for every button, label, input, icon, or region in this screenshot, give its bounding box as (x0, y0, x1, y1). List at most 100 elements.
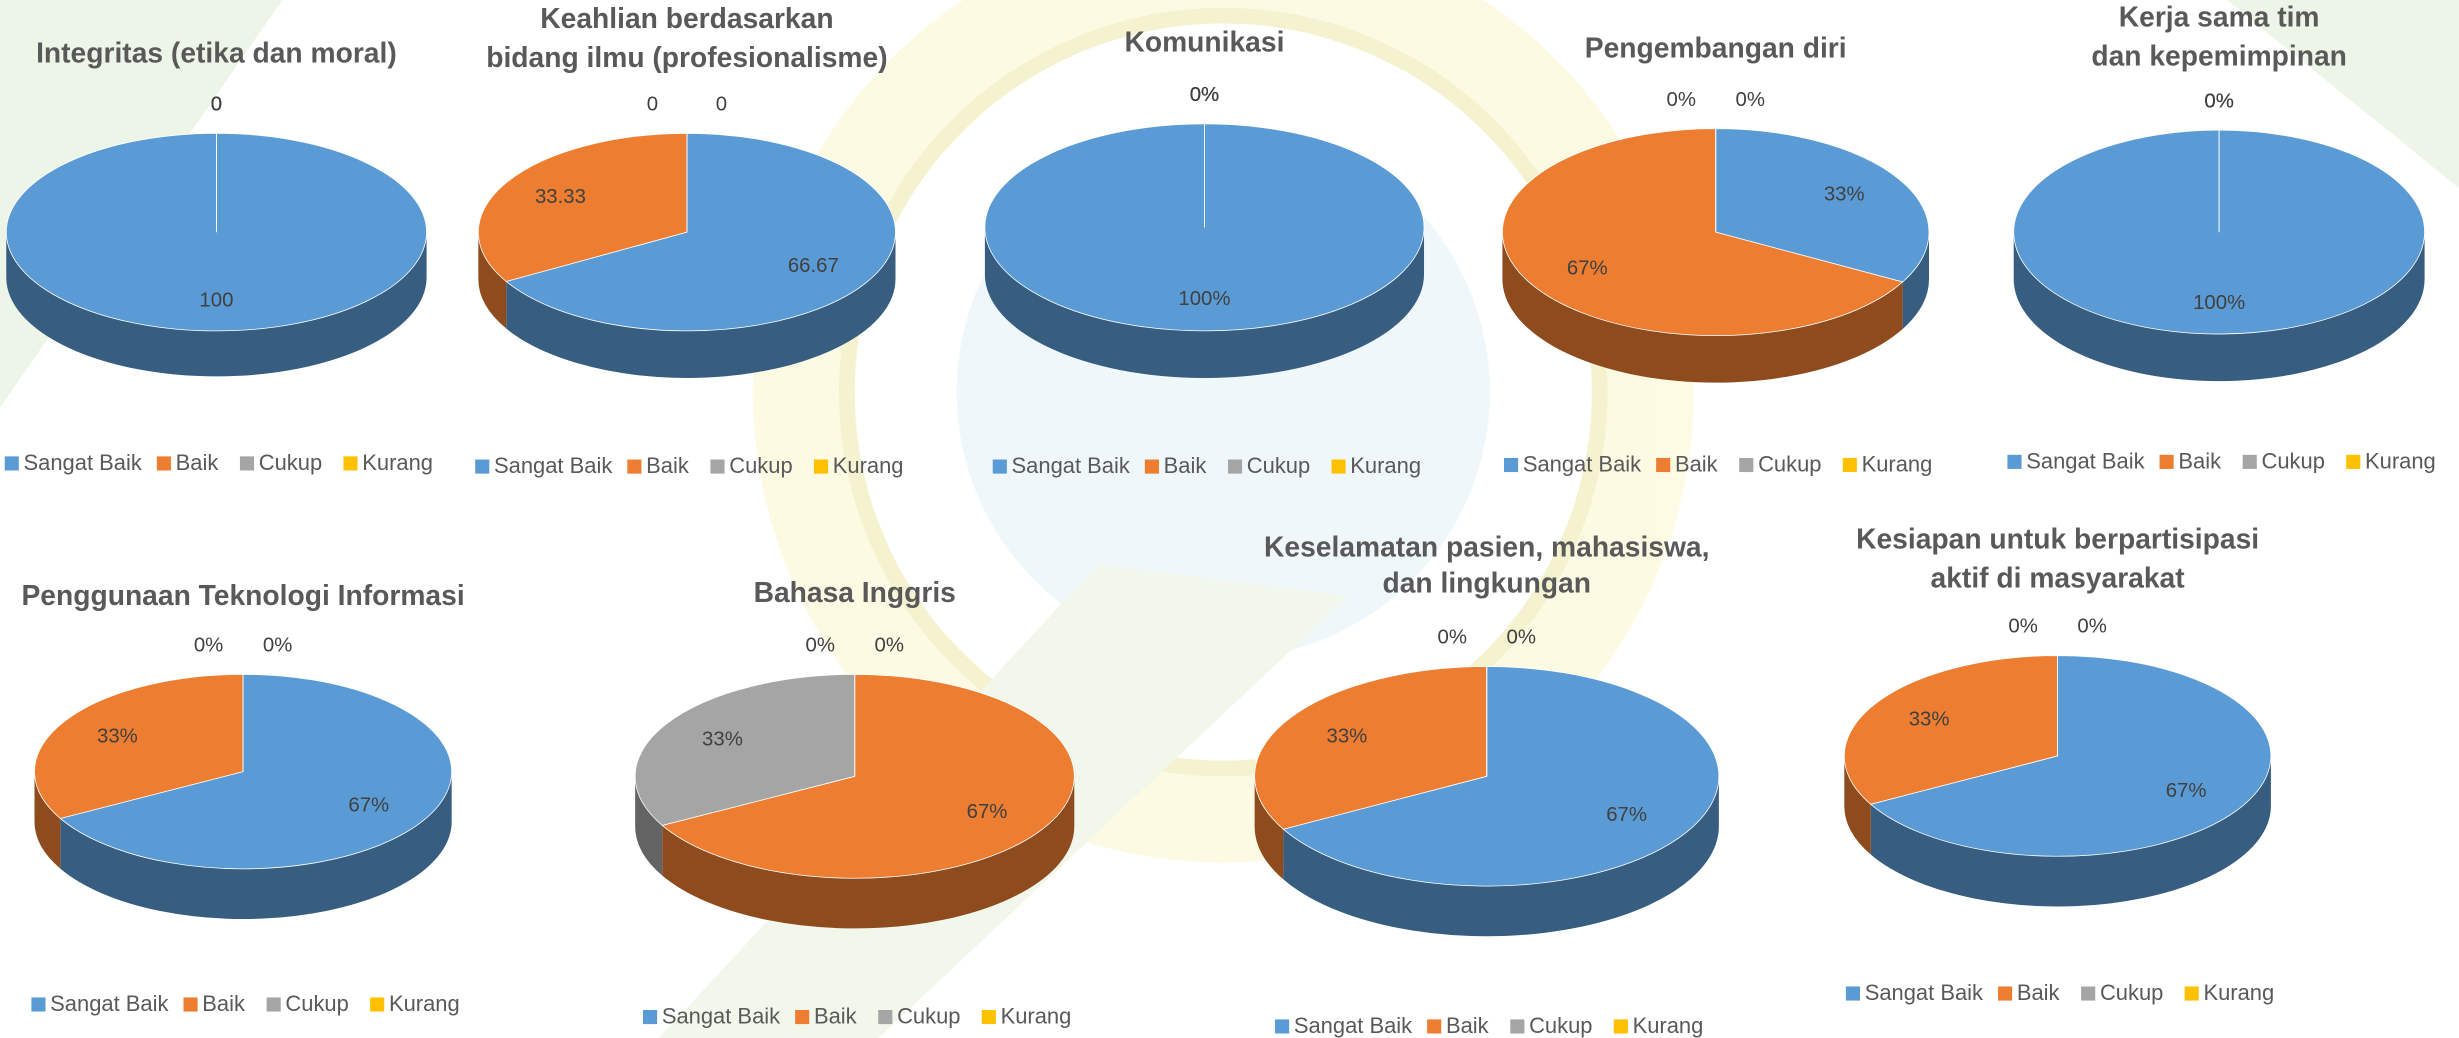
legend-label: Baik (202, 991, 245, 1016)
chart-title: Kerja sama tim (2119, 0, 2320, 32)
legend-label: Sangat Baik (662, 1004, 780, 1029)
legend-swatch (2185, 986, 2199, 1000)
legend-label: Sangat Baik (24, 450, 142, 475)
data-label: 0 (647, 93, 658, 115)
data-label: 100% (2193, 292, 2245, 314)
data-label: 33% (97, 725, 138, 747)
legend-swatch (1656, 458, 1670, 472)
legend-swatch (157, 456, 171, 470)
legend-label: Baik (1446, 1013, 1489, 1038)
data-label: 0% (805, 635, 834, 657)
data-label: 67% (2166, 780, 2207, 802)
legend-swatch (878, 1010, 892, 1024)
legend-swatch (343, 456, 357, 470)
data-label: 33% (702, 728, 743, 750)
legend-label: Cukup (259, 450, 322, 475)
data-label: 0% (1735, 89, 1764, 111)
legend-label: Baik (646, 453, 689, 478)
legend-label: Kurang (389, 991, 460, 1016)
chart-title: Integritas (etika dan moral) (36, 36, 397, 68)
chart-title: Penggunaan Teknologi Informasi (21, 579, 464, 611)
legend-label: Baik (1675, 452, 1718, 477)
chart-title: Keahlian berdasarkan (540, 2, 833, 34)
data-label: 33% (1909, 709, 1950, 731)
legend-label: Cukup (285, 991, 348, 1016)
legend-swatch (1614, 1019, 1628, 1033)
legend-label: Sangat Baik (50, 991, 168, 1016)
data-label: 67% (348, 795, 389, 817)
data-label: 33.33 (535, 186, 586, 208)
legend-label: Kurang (1350, 453, 1421, 478)
legend-swatch (1504, 458, 1518, 472)
legend-swatch (2346, 455, 2360, 469)
data-label: 100 (199, 290, 233, 312)
dashboard: Integritas (etika dan moral) 100 0 0 0 Sangat… (0, 0, 2459, 1038)
legend-swatch (183, 997, 197, 1011)
legend-label: Kurang (833, 453, 904, 478)
data-label: 0% (2077, 616, 2106, 638)
data-label: 0% (1507, 627, 1536, 649)
legend-swatch (475, 460, 489, 474)
legend-label: Sangat Baik (494, 453, 612, 478)
chart-title: bidang ilmu (profesionalisme) (486, 41, 887, 73)
data-label: 100% (1178, 288, 1230, 310)
legend-label: Baik (814, 1004, 857, 1029)
data-label: 67% (967, 801, 1008, 823)
legend-swatch (370, 997, 384, 1011)
data-label: 67% (1606, 804, 1647, 826)
chart-title: Komunikasi (1124, 25, 1284, 57)
data-label: 67% (1567, 257, 1608, 279)
legend-label: Cukup (729, 453, 792, 478)
legend-swatch (2243, 455, 2257, 469)
data-label: 0% (874, 635, 903, 657)
legend-label: Baik (2178, 448, 2221, 473)
chart-title: Pengembangan diri (1585, 32, 1847, 64)
legend-swatch (1145, 460, 1159, 474)
legend-swatch (240, 456, 254, 470)
legend-label: Baik (2017, 980, 2060, 1005)
chart-title: dan lingkungan (1382, 566, 1591, 598)
legend-swatch (2081, 986, 2095, 1000)
legend-label: Sangat Baik (1294, 1013, 1412, 1038)
legend-swatch (627, 460, 641, 474)
data-label: 0 (211, 93, 222, 115)
data-label: 0 (716, 93, 727, 115)
legend-label: Kurang (2203, 980, 2274, 1005)
legend-swatch (267, 997, 281, 1011)
legend-swatch (795, 1010, 809, 1024)
legend-label: Sangat Baik (1523, 452, 1641, 477)
legend-swatch (1510, 1019, 1524, 1033)
legend-swatch (1843, 458, 1857, 472)
legend-label: Cukup (1529, 1013, 1592, 1038)
legend-label: Kurang (1633, 1013, 1704, 1038)
legend-label: Cukup (897, 1004, 960, 1029)
data-label: 0% (2008, 616, 2037, 638)
legend-label: Sangat Baik (1865, 980, 1983, 1005)
pie-chart: Kesiapan untuk berpartisipasi aktif di ma… (1844, 523, 2274, 1006)
legend-label: Sangat Baik (1012, 453, 1130, 478)
legend-swatch (5, 456, 19, 470)
legend-swatch (1739, 458, 1753, 472)
data-label: 0% (2204, 90, 2233, 112)
chart-title: aktif di masyarakat (1931, 562, 2186, 594)
legend-label: Baik (1164, 453, 1207, 478)
legend-label: Cukup (2261, 448, 2324, 473)
chart-title: Keselamatan pasien, mahasiswa, (1264, 530, 1709, 562)
legend-label: Sangat Baik (2026, 448, 2144, 473)
legend-label: Kurang (362, 450, 433, 475)
chart-title: dan kepemimpinan (2091, 39, 2347, 71)
legend-swatch (1275, 1019, 1289, 1033)
legend-swatch (2007, 455, 2021, 469)
legend-swatch (982, 1010, 996, 1024)
data-label: 0% (1190, 84, 1219, 106)
data-label: 0% (1666, 89, 1695, 111)
canvas: Integritas (etika dan moral) 100 0 0 0 Sangat… (0, 0, 2459, 1038)
pie-chart: Penggunaan Teknologi Informasi67%33%0%0%… (21, 579, 464, 1016)
legend-swatch (31, 997, 45, 1011)
chart-title: Bahasa Inggris (754, 576, 956, 608)
legend-label: Kurang (1862, 452, 1933, 477)
chart-title: Kesiapan untuk berpartisipasi (1856, 523, 2259, 555)
data-label: 0% (194, 635, 223, 657)
data-label: 33% (1327, 726, 1368, 748)
legend-swatch (1427, 1019, 1441, 1033)
